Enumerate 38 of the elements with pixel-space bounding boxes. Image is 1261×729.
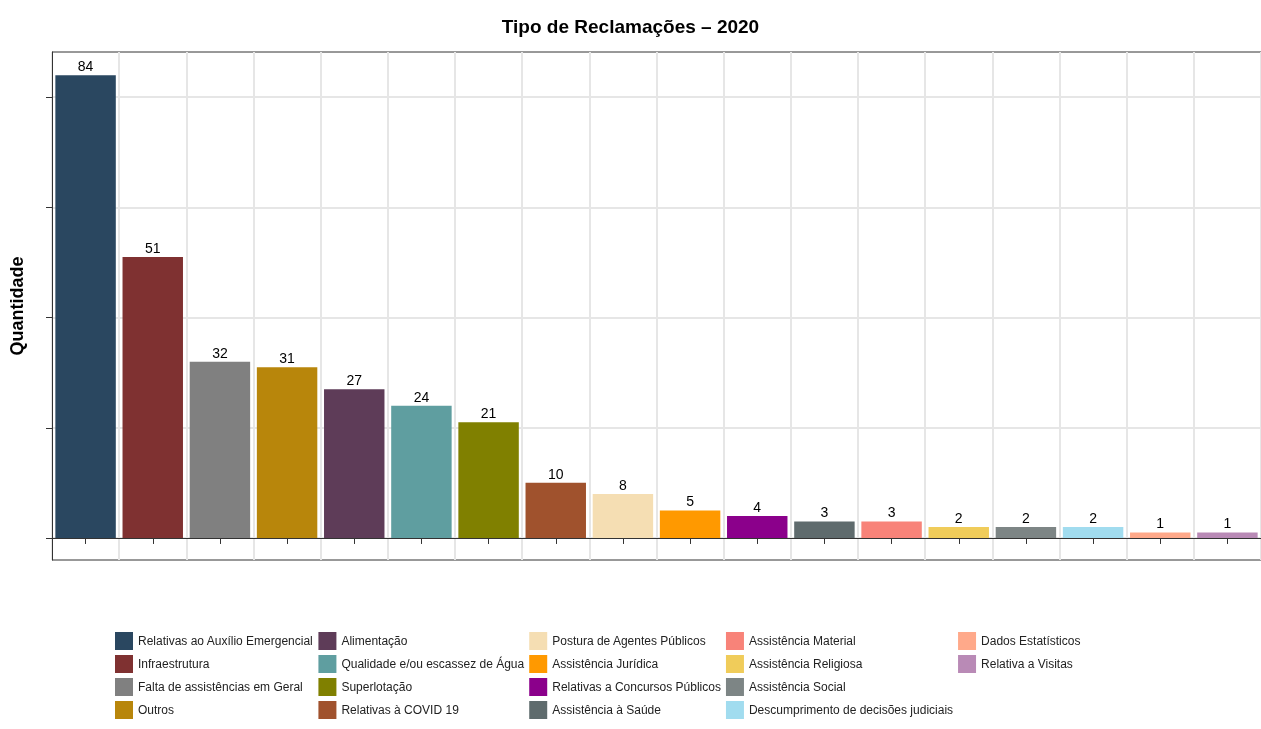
data-label: 1 xyxy=(1156,515,1165,532)
legend-label: Alimentação xyxy=(341,634,408,648)
data-label: 2 xyxy=(954,509,963,526)
data-label: 32 xyxy=(212,344,228,361)
data-label: 10 xyxy=(547,465,564,482)
legend-label: Relativas à COVID 19 xyxy=(341,703,460,717)
legend-label: Superlotação xyxy=(341,680,413,694)
legend-label: Assistência à Saúde xyxy=(552,703,662,717)
data-label: 31 xyxy=(279,350,296,367)
legend-label: Assistência Jurídica xyxy=(552,657,659,671)
chart-title: Tipo de Reclamações – 2020 xyxy=(501,16,760,37)
legend-label: Descumprimento de decisões judiciais xyxy=(748,703,954,717)
data-label: 3 xyxy=(887,504,896,521)
legend-label: Outros xyxy=(138,703,175,717)
legend-label: Infraestrutura xyxy=(138,657,210,671)
data-label: 24 xyxy=(413,388,430,405)
legend-label: Falta de assistências em Geral xyxy=(138,680,303,694)
data-label: 1 xyxy=(1223,515,1232,532)
data-label: 4 xyxy=(753,498,762,515)
data-label: 27 xyxy=(346,372,363,389)
legend-label: Postura de Agentes Públicos xyxy=(552,634,706,648)
legend-label: Assistência Material xyxy=(748,634,856,648)
data-label: 51 xyxy=(144,239,161,256)
data-label: 5 xyxy=(686,493,695,510)
data-label: 2 xyxy=(1022,509,1031,526)
legend-label: Relativas a Concursos Públicos xyxy=(552,680,721,694)
legend-label: Dados Estatísticos xyxy=(981,634,1081,648)
data-label: 21 xyxy=(480,405,497,422)
y-axis-title: Quantidade xyxy=(7,256,27,356)
legend-label: Assistência Social xyxy=(748,680,846,694)
data-label: 84 xyxy=(77,58,94,75)
data-label: 2 xyxy=(1089,509,1098,526)
data-label: 8 xyxy=(619,476,628,493)
legend-label: Qualidade e/ou escassez de Água xyxy=(341,656,525,671)
data-label: 3 xyxy=(820,504,829,521)
legend-label: Relativas ao Auxílio Emergencial xyxy=(138,634,313,648)
legend-label: Relativa a Visitas xyxy=(981,657,1073,671)
legend-label: Assistência Religiosa xyxy=(748,657,863,671)
